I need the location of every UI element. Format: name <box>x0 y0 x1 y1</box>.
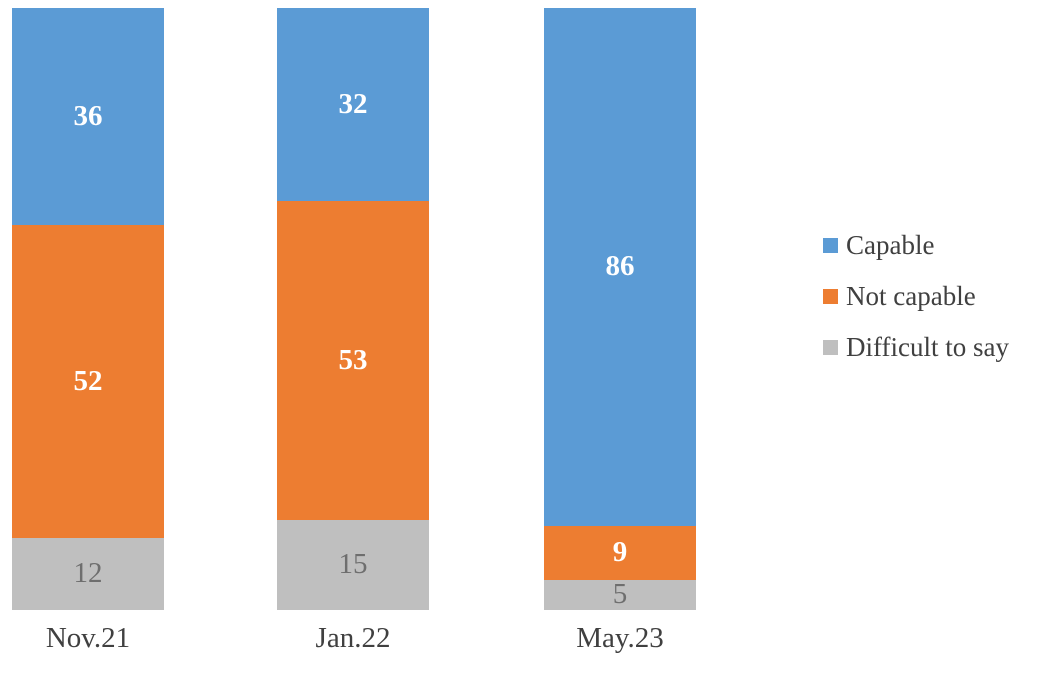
segment-difficult-to-say: 12 <box>12 537 164 610</box>
data-label: 36 <box>73 99 103 132</box>
legend-swatch-icon <box>823 289 838 304</box>
category-label: Nov.21 <box>45 622 131 654</box>
segment-capable: 86 <box>544 8 696 526</box>
legend-item-difficult-to-say: Difficult to say <box>823 322 1009 373</box>
legend-swatch-icon <box>823 340 838 355</box>
legend-item-not-capable: Not capable <box>823 271 1009 322</box>
data-label: 12 <box>73 557 103 590</box>
segment-capable: 32 <box>277 8 429 201</box>
legend-swatch-icon <box>823 238 838 253</box>
data-label: 9 <box>612 536 628 569</box>
category-axis: Nov.21 Jan.22 May.23 <box>0 618 770 664</box>
bar-Nov.21: 36 52 12 <box>12 8 164 610</box>
legend-label: Capable <box>846 230 935 260</box>
bar-May.23: 86 9 5 <box>544 8 696 610</box>
legend-label: Not capable <box>846 281 976 311</box>
bar-Jan.22: 32 53 15 <box>277 8 429 610</box>
segment-not-capable: 52 <box>12 224 164 538</box>
category-label: Jan.22 <box>315 622 391 654</box>
segment-capable: 36 <box>12 8 164 225</box>
data-label: 5 <box>612 578 628 611</box>
segment-difficult-to-say: 15 <box>277 519 429 610</box>
data-label: 52 <box>73 364 103 397</box>
category-label: May.23 <box>576 622 664 654</box>
data-label: 53 <box>338 343 368 376</box>
legend-item-capable: Capable <box>823 220 1009 271</box>
data-label: 86 <box>605 250 635 283</box>
legend-label: Difficult to say <box>846 332 1009 362</box>
data-label: 15 <box>338 548 368 581</box>
segment-not-capable: 53 <box>277 200 429 520</box>
segment-difficult-to-say: 5 <box>544 578 696 611</box>
plot-area: 36 52 12 32 53 15 86 9 5 <box>0 8 770 610</box>
segment-not-capable: 9 <box>544 525 696 580</box>
legend: Capable Not capable Difficult to say <box>823 220 1009 373</box>
data-label: 32 <box>338 87 368 120</box>
